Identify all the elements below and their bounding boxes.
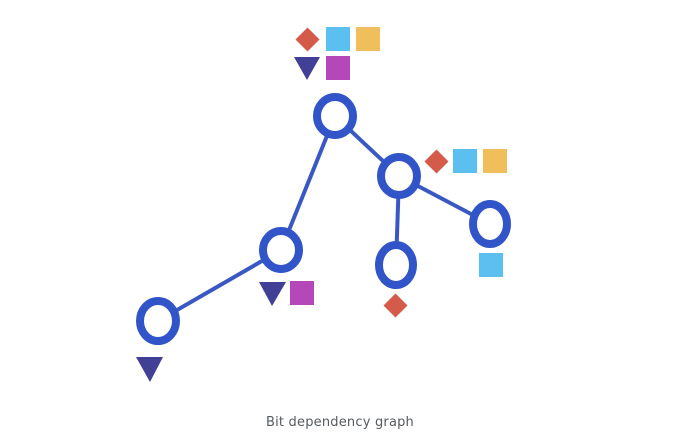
yellow-square-icon [483,149,507,173]
node-bottom-left [136,297,180,345]
diamond-icon [424,149,449,174]
blue-square-icon [453,149,477,173]
diamond-icon [383,293,408,318]
blue-square-icon [326,27,350,51]
edge-root-to-mid-left [279,114,337,252]
graph-nodes [136,93,511,345]
node-mid-left [259,227,303,273]
triangle-icon [259,282,286,306]
bottom-left-markers [136,357,163,382]
yellow-square-icon [356,27,380,51]
diamond-icon [295,27,320,52]
root-markers [294,27,380,80]
figure-caption: Bit dependency graph [265,415,414,430]
child-center-markers [383,293,408,318]
node-child-right [469,200,511,248]
node-child-center [375,241,417,289]
mid-right-markers [424,149,507,174]
graph-edges [156,114,492,323]
blue-square-icon [479,253,503,277]
node-mid-right [377,153,421,199]
child-right-markers [479,253,503,277]
edge-mid-left-to-bottom-left [156,248,283,323]
triangle-icon [294,57,320,80]
magenta-square-icon [326,56,350,80]
triangle-icon [136,357,163,382]
magenta-square-icon [290,281,314,305]
mid-left-markers [259,281,314,306]
node-root [313,93,357,139]
